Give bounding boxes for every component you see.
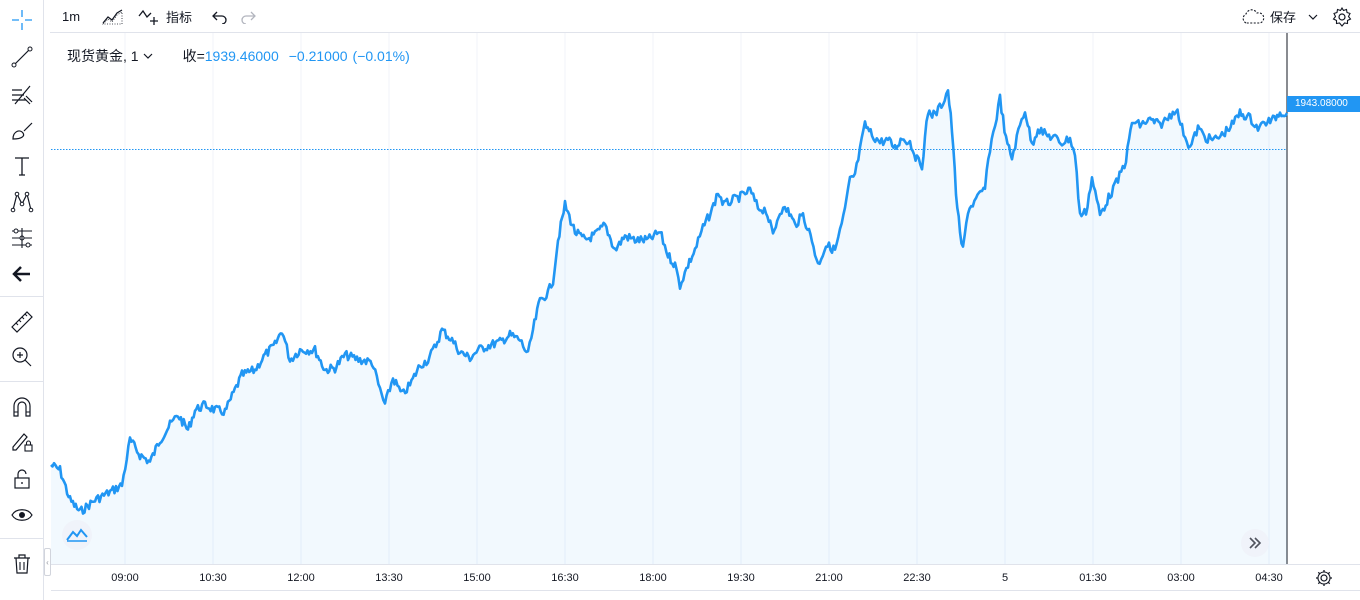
time-axis-label: 22:30 — [903, 572, 931, 584]
chart-legend: 现货黄金, 1 收= 1939.46000 −0.21000 (−0.01%) — [67, 46, 410, 66]
redo-icon — [241, 11, 256, 24]
lock-icon[interactable] — [8, 465, 36, 493]
price-area-fill — [51, 90, 1287, 565]
toolbar-divider — [0, 296, 44, 297]
time-axis-label: 21:00 — [815, 572, 843, 584]
undo-button[interactable] — [212, 0, 228, 33]
indicators-label: 指标 — [166, 10, 193, 25]
change-value: −0.21000 — [288, 48, 348, 64]
eye-icon[interactable] — [8, 501, 36, 529]
cloud-icon — [1242, 8, 1265, 24]
text-icon[interactable] — [8, 152, 36, 180]
close-label: 收= — [182, 48, 205, 64]
chart-settings-button[interactable] — [1314, 568, 1334, 588]
save-label: 保存 — [1270, 10, 1297, 25]
symbol-title[interactable]: 现货黄金, 1 — [67, 48, 139, 64]
zoom-in-icon[interactable] — [8, 343, 36, 371]
toolbar-divider — [0, 381, 44, 382]
redo-button[interactable] — [240, 0, 256, 33]
time-axis-label: 09:00 — [111, 572, 139, 584]
tradingview-logo-icon — [66, 528, 88, 542]
close-value: 1939.46000 — [204, 48, 279, 64]
save-button[interactable]: 保存 — [1240, 0, 1318, 33]
fib-icon[interactable] — [8, 80, 36, 108]
time-axis-label: 15:00 — [463, 572, 491, 584]
pattern-icon[interactable] — [8, 188, 36, 216]
brush-icon[interactable] — [8, 117, 36, 145]
time-axis-label: 19:30 — [727, 572, 755, 584]
prediction-icon[interactable] — [8, 224, 36, 252]
lock-drawing-icon[interactable] — [8, 428, 36, 456]
settings-button[interactable] — [1332, 0, 1352, 33]
magnet-icon[interactable] — [8, 393, 36, 421]
indicators-button[interactable]: 指标 — [138, 0, 192, 33]
chart-type-icon — [102, 8, 123, 24]
collapse-toolbar-handle[interactable]: ‹ — [44, 548, 51, 576]
change-percent: (−0.01%) — [352, 48, 410, 64]
indicators-icon — [138, 9, 158, 25]
ruler-icon[interactable] — [8, 308, 36, 336]
gear-icon — [1316, 570, 1332, 586]
double-chevron-right-icon — [1249, 537, 1262, 549]
trend-line-icon[interactable] — [8, 43, 36, 71]
scroll-to-realtime-button[interactable] — [1241, 529, 1269, 557]
time-axis-label: 16:30 — [551, 572, 579, 584]
interval-label: 1m — [62, 9, 81, 24]
last-price-label: 1943.08000 — [1287, 96, 1360, 112]
time-axis-label: 18:00 — [639, 572, 667, 584]
back-arrow-icon[interactable] — [8, 260, 36, 288]
toolbar-divider — [0, 538, 44, 539]
interval-button[interactable]: 1m — [62, 0, 80, 33]
chart-type-button[interactable] — [102, 0, 124, 33]
chevron-down-icon[interactable] — [143, 52, 153, 60]
logo-button[interactable] — [62, 520, 92, 550]
chevron-down-icon — [1308, 14, 1318, 20]
drawing-toolbar — [0, 0, 44, 600]
time-axis-label: 5 — [1001, 572, 1009, 584]
time-axis-label: 04:30 — [1255, 572, 1283, 584]
vertical-gridlines — [124, 33, 1270, 564]
crosshair-icon[interactable] — [8, 6, 36, 34]
undo-icon — [212, 11, 227, 24]
time-axis-label: 10:30 — [199, 572, 227, 584]
time-axis-label: 01:30 — [1079, 572, 1107, 584]
price-line — [50, 89, 1289, 515]
gear-icon — [1332, 6, 1352, 27]
trash-icon[interactable] — [8, 550, 36, 578]
time-axis-label: 03:00 — [1167, 572, 1195, 584]
time-axis-label: 12:00 — [287, 572, 315, 584]
top-toolbar: 1m 指标 保存 — [50, 0, 1360, 33]
time-axis-label: 13:30 — [375, 572, 403, 584]
